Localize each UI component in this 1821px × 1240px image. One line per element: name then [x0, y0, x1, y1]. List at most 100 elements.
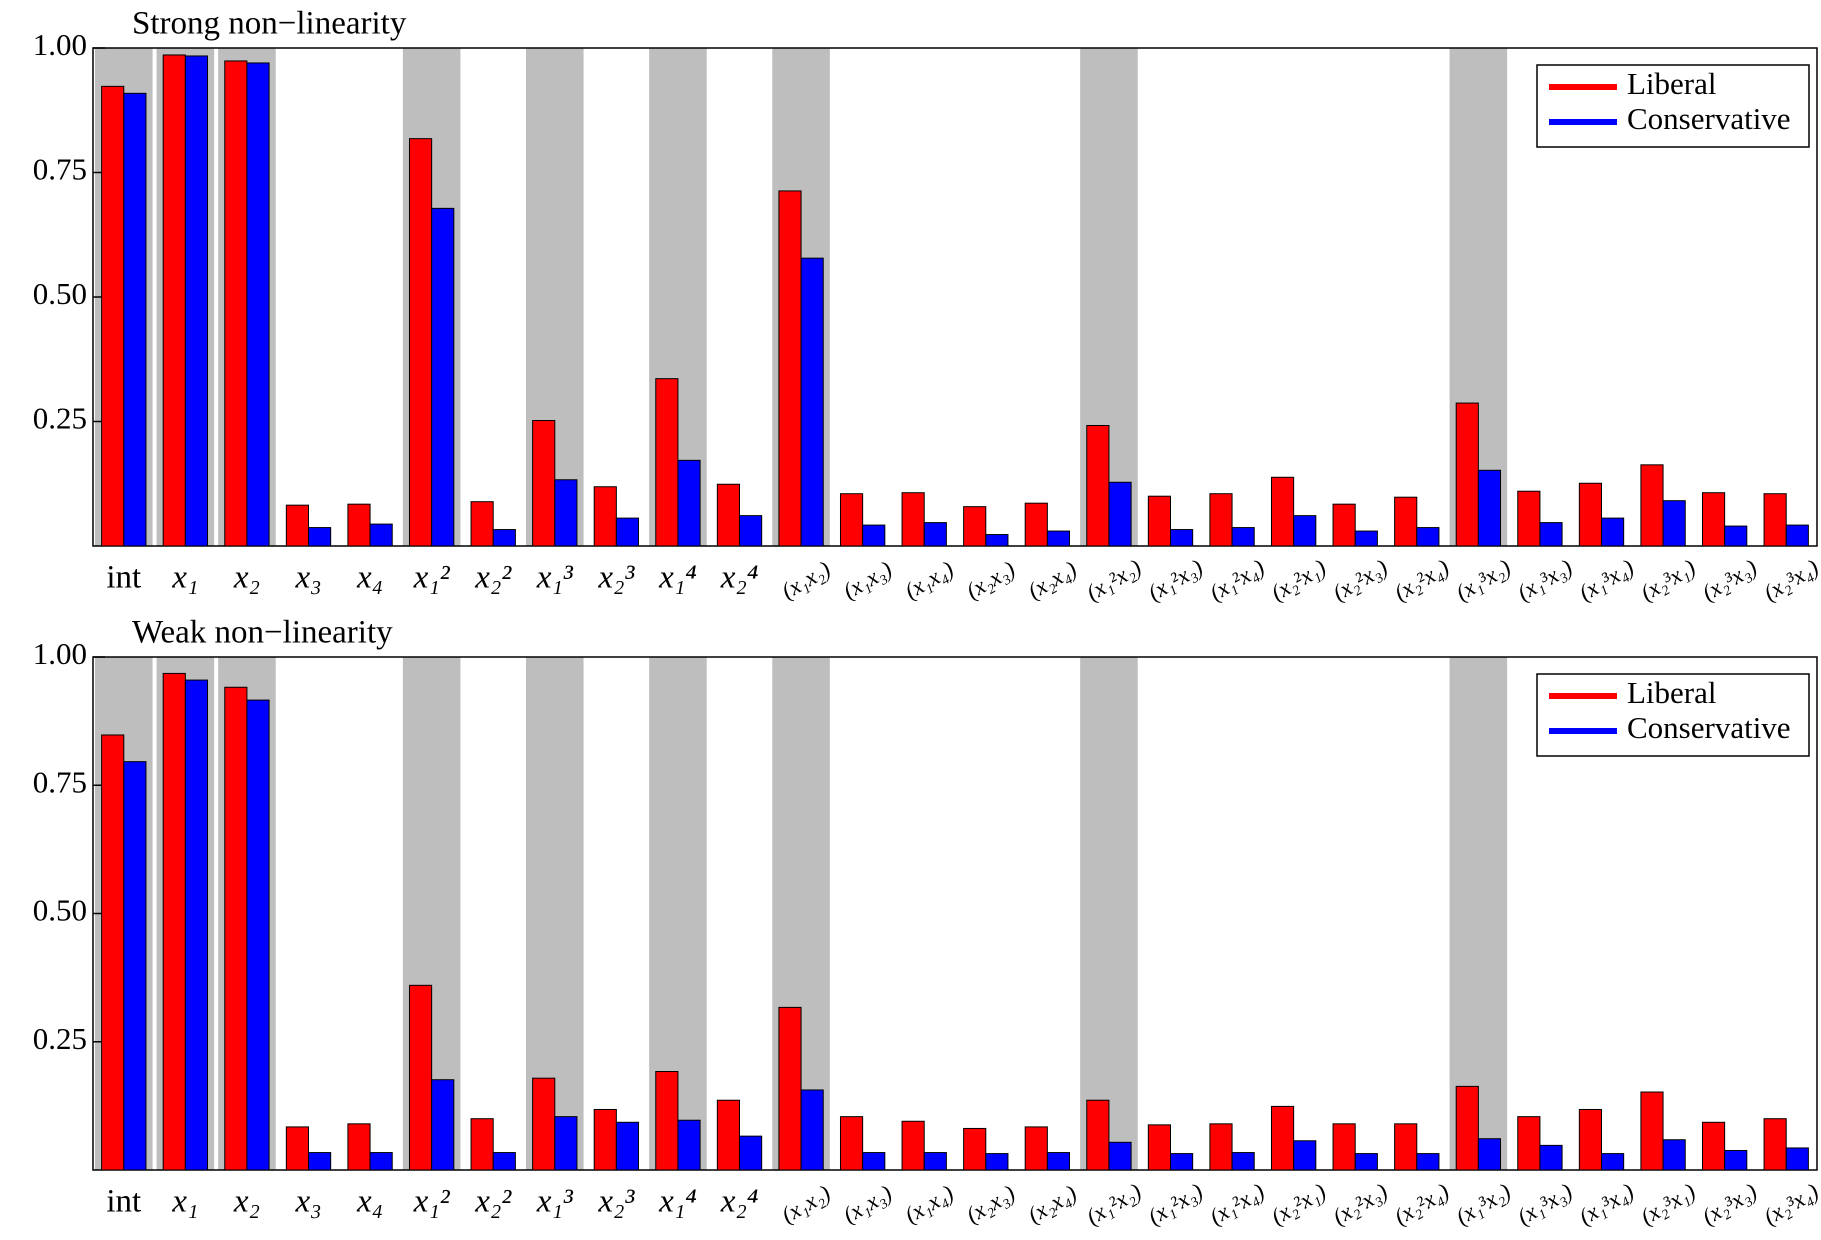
bar [1209, 1123, 1233, 1171]
bar [308, 1152, 332, 1171]
x-tick-label: (x₁x₄) [900, 1180, 957, 1228]
bar [1785, 524, 1809, 547]
x-tick-label: (x₁²x₃) [1144, 1179, 1207, 1230]
x-tick-label: (x₁³x₃) [1513, 1179, 1576, 1230]
y-tick-label: 0.25 [33, 401, 87, 436]
bar [1724, 1150, 1748, 1171]
bar [1354, 1153, 1378, 1171]
chart-title: Strong non−linearity [132, 6, 407, 42]
bar [162, 672, 186, 1171]
bar [1763, 1118, 1787, 1171]
bar [101, 734, 125, 1171]
bar [1270, 476, 1295, 547]
bar [1293, 1140, 1317, 1171]
shade-band [1449, 657, 1508, 1170]
bar [923, 1152, 947, 1171]
bar [1517, 1116, 1541, 1171]
x-tick-label: (x₁³x₄) [1575, 1179, 1638, 1230]
x-tick-label: (x₂²x₄) [1390, 1179, 1453, 1230]
chart-title: Weak non−linearity [132, 615, 393, 651]
bar [369, 1152, 393, 1171]
bar [1170, 1153, 1194, 1171]
bar [1024, 502, 1048, 547]
x-tick-label: (x₂³x₁) [1636, 1179, 1699, 1230]
bar [1270, 1105, 1295, 1171]
x-tick-label: (x₂²x₃) [1328, 555, 1391, 606]
bar [184, 55, 209, 547]
bar [431, 1079, 455, 1171]
x-tick-label: (x₁x₃) [839, 556, 896, 604]
bar [1539, 522, 1563, 547]
bar [1231, 527, 1255, 547]
bar [162, 54, 186, 547]
bar [615, 517, 640, 547]
bar [308, 527, 332, 547]
bar [677, 459, 701, 547]
x-tick-label: (x₂x₄) [1024, 556, 1081, 604]
x-tick-label: x₁⁴ [658, 560, 697, 596]
bar [1601, 517, 1625, 547]
bar [492, 529, 516, 547]
x-tick-label: x₂ [233, 1184, 260, 1220]
bar [246, 62, 270, 547]
bar [655, 1071, 679, 1171]
bar [1455, 402, 1479, 547]
bar [1394, 1123, 1418, 1171]
x-tick-label: x₂⁴ [720, 1184, 759, 1220]
y-tick-label: 0.50 [33, 276, 87, 311]
bar [554, 479, 578, 547]
x-tick-label: (x₂²x₄) [1390, 555, 1453, 606]
x-tick-label: x₃ [294, 1184, 321, 1220]
x-tick-label: (x₁³x₄) [1575, 555, 1638, 606]
x-tick-label: (x₂x₄) [1024, 1180, 1081, 1228]
bar [1231, 1152, 1255, 1171]
bar [347, 503, 371, 547]
bar [985, 1153, 1009, 1171]
x-tick-label: x₂³ [597, 1184, 635, 1220]
bar [593, 486, 617, 547]
y-tick-label: 0.75 [33, 152, 87, 187]
x-tick-label: (x₂³x₁) [1636, 555, 1699, 606]
x-tick-label: x₂² [474, 560, 512, 596]
bar [778, 1006, 802, 1171]
x-tick-label: x₁³ [536, 560, 574, 596]
x-tick-label: (x₁³x₂) [1452, 1179, 1515, 1230]
bar [285, 1126, 310, 1171]
bar [1601, 1153, 1625, 1171]
x-tick-label: x₁ [171, 1184, 198, 1220]
bar [470, 1118, 494, 1171]
bar [716, 1099, 741, 1171]
bar [1394, 496, 1418, 547]
legend-box [1536, 64, 1810, 148]
bar [739, 515, 763, 547]
bar [716, 483, 741, 547]
x-tick-label: (x₁²x₂) [1082, 555, 1145, 606]
bar [470, 501, 494, 547]
bar [1416, 1153, 1440, 1171]
bar [408, 984, 433, 1171]
bar [1578, 1108, 1602, 1171]
bar [963, 1127, 987, 1171]
x-tick-label: (x₂³x₃) [1698, 1179, 1761, 1230]
y-tick-label: 0.50 [33, 893, 87, 928]
bar [901, 1120, 925, 1171]
x-tick-label: (x₂x₃) [962, 556, 1019, 604]
bar [1517, 490, 1541, 547]
x-tick-label: x₁⁴ [658, 1184, 697, 1220]
bar [985, 534, 1009, 547]
bar [246, 699, 270, 1171]
legend-label: Liberal [1627, 66, 1717, 101]
bar [123, 761, 147, 1171]
x-tick-label: (x₁x₂) [777, 1180, 834, 1228]
bar [1477, 1138, 1502, 1171]
x-tick-label: x₄ [356, 560, 383, 596]
bar [839, 493, 864, 547]
x-tick-label: (x₁²x₄) [1205, 1179, 1268, 1230]
x-tick-label: (x₁²x₄) [1205, 555, 1268, 606]
bar [1785, 1147, 1809, 1171]
bar [1578, 482, 1602, 547]
bar [1170, 529, 1194, 547]
bar [677, 1119, 701, 1171]
